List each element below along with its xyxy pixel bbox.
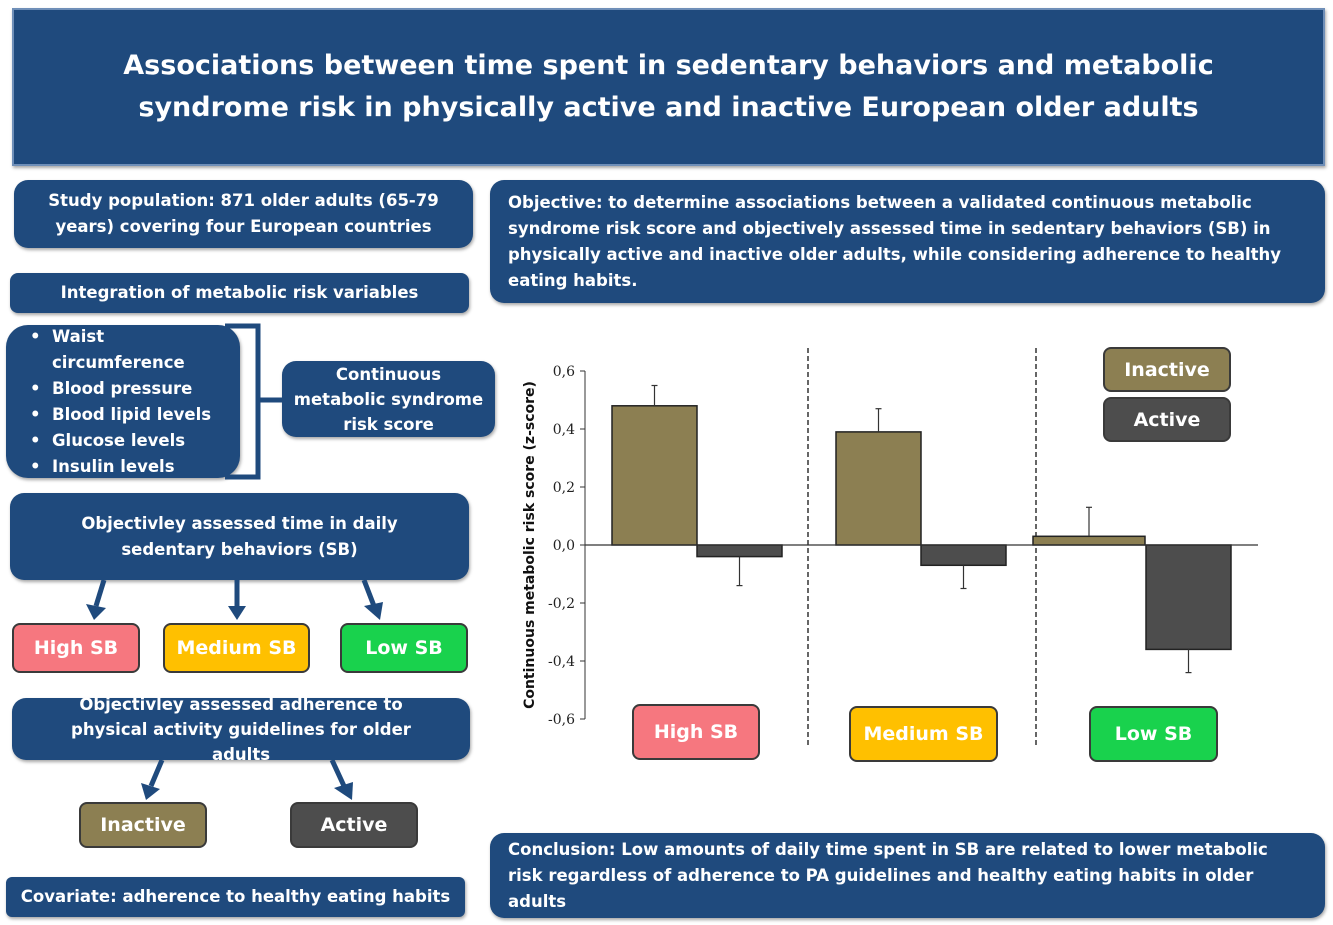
arrow-icon: [93, 579, 107, 607]
variables-box: Waist circumference Blood pressure Blood…: [6, 324, 240, 480]
pa-box: Objectivley assessed adherence to physic…: [12, 695, 470, 764]
arrows: [86, 579, 383, 800]
category-label-medium-sb: Medium SB: [849, 706, 998, 762]
arrow-head-icon: [86, 604, 106, 620]
variable-item: Glucose levels: [30, 428, 236, 454]
population-box: Study population: 871 older adults (65-7…: [14, 180, 473, 248]
legend-active: Active: [1103, 397, 1231, 442]
category-label-high-sb: High SB: [632, 704, 760, 760]
arrow-head-icon: [141, 783, 160, 800]
y-tick-label: 0,6: [553, 364, 575, 380]
conclusion-box: Conclusion: Low amounts of daily time sp…: [490, 833, 1325, 918]
y-tick-label: -0,6: [548, 712, 575, 728]
arrow-head-icon: [364, 602, 383, 620]
y-axis-label: Continuous metabolic risk score (z-score…: [522, 381, 538, 709]
bar-inactive: [611, 405, 698, 546]
arrow-head-icon: [334, 782, 353, 800]
variables-list: Waist circumference Blood pressure Blood…: [10, 324, 236, 480]
bar-active: [696, 544, 783, 558]
arrow-icon: [148, 759, 165, 787]
high-sb-tag: High SB: [12, 623, 140, 673]
bar-inactive: [1032, 535, 1146, 546]
bar-active: [1145, 544, 1232, 651]
page-title: Associations between time spent in seden…: [12, 8, 1325, 166]
inactive-tag: Inactive: [79, 802, 207, 848]
bracket-icon: [225, 323, 282, 480]
bar-inactive: [835, 431, 922, 546]
legend-inactive: Inactive: [1103, 347, 1231, 392]
y-tick-label: 0,2: [553, 480, 575, 496]
variable-item: Blood lipid levels: [30, 402, 236, 428]
variable-item: Waist circumference: [30, 324, 236, 376]
y-tick-label: -0,4: [548, 654, 575, 670]
category-label-low-sb: Low SB: [1089, 706, 1218, 762]
low-sb-tag: Low SB: [340, 623, 468, 673]
covariate-box: Covariate: adherence to healthy eating h…: [6, 877, 465, 917]
arrow-icon: [329, 758, 347, 788]
arrow-head-icon: [228, 606, 246, 620]
y-tick-label: 0,0: [553, 538, 575, 554]
arrow-icon: [361, 579, 377, 607]
y-tick-label: -0,2: [548, 596, 575, 612]
sb-box: Objectivley assessed time in daily seden…: [10, 493, 469, 580]
bar-active: [920, 544, 1007, 567]
bar-chart: 0,6 0,4 0,2 0,0 -0,2 -0,4 -0,6: [548, 348, 1258, 748]
variable-item: Insulin levels: [30, 454, 236, 480]
y-tick-label: 0,4: [553, 422, 575, 438]
medium-sb-tag: Medium SB: [163, 623, 310, 673]
variable-item: Blood pressure: [30, 376, 236, 402]
score-box: Continuous metabolic syndrome risk score: [282, 361, 495, 437]
objective-box: Objective: to determine associations bet…: [490, 180, 1325, 303]
integration-box: Integration of metabolic risk variables: [10, 273, 469, 313]
active-tag: Active: [290, 802, 418, 848]
